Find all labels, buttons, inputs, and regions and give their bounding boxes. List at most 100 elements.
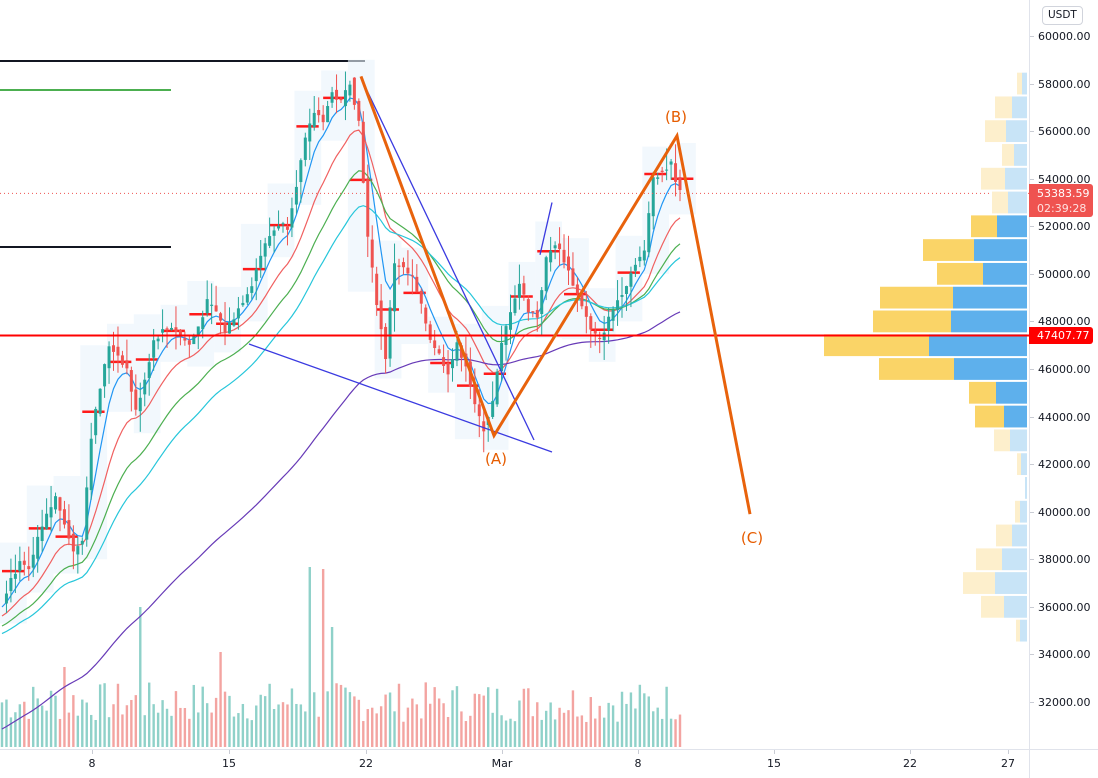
volume-bar bbox=[161, 700, 164, 747]
volume-bar bbox=[460, 711, 463, 747]
candle-body bbox=[18, 561, 22, 572]
volume-bar bbox=[130, 699, 133, 747]
volume-bar bbox=[420, 718, 423, 747]
volume-bar bbox=[0, 702, 4, 747]
volume-profile-up-bar bbox=[995, 572, 1027, 594]
spike-trendline bbox=[539, 202, 553, 255]
volume-bar bbox=[437, 698, 441, 747]
price-tick-mark bbox=[1030, 511, 1034, 513]
volume-bar bbox=[94, 719, 97, 747]
session-box bbox=[401, 247, 429, 345]
volume-bar bbox=[478, 694, 481, 747]
volume-bar bbox=[90, 714, 93, 747]
candle-body bbox=[58, 497, 62, 511]
time-tick-mark bbox=[502, 750, 503, 754]
session-box bbox=[80, 345, 108, 560]
price-tick-label: 32000.00 bbox=[1038, 695, 1091, 709]
volume-profile-down-bar bbox=[937, 262, 983, 285]
plot-area[interactable] bbox=[0, 0, 1029, 749]
volume-profile-down-bar bbox=[1016, 619, 1020, 642]
candle-body bbox=[513, 298, 517, 314]
candle-body bbox=[384, 326, 388, 360]
time-tick-mark bbox=[1008, 750, 1009, 754]
candle-body bbox=[120, 355, 124, 365]
volume-bar bbox=[678, 714, 682, 747]
price-tick-mark bbox=[1030, 321, 1034, 323]
volume-bar bbox=[660, 718, 664, 747]
candle-body bbox=[638, 256, 642, 262]
volume-profile-down-bar bbox=[824, 334, 929, 357]
volume-bar bbox=[18, 704, 22, 747]
volume-profile-up-bar bbox=[996, 381, 1027, 404]
price-tick-mark bbox=[1030, 701, 1034, 703]
price-tick-mark bbox=[1030, 178, 1034, 180]
price-tick-label: 36000.00 bbox=[1038, 600, 1091, 614]
candle-body bbox=[27, 566, 31, 570]
volume-profile-down-bar bbox=[880, 286, 953, 309]
volume-bar bbox=[121, 714, 124, 747]
volume-bar bbox=[14, 712, 17, 747]
candle-body bbox=[571, 268, 575, 286]
candle-body bbox=[245, 294, 249, 303]
volume-bar bbox=[366, 709, 369, 747]
volume-bar bbox=[232, 716, 236, 747]
session-box bbox=[187, 280, 215, 367]
candle-body bbox=[250, 286, 254, 293]
volume-bar bbox=[379, 706, 383, 747]
volume-bar bbox=[362, 721, 365, 747]
candle-body bbox=[4, 593, 8, 604]
volume-bar bbox=[27, 718, 30, 747]
time-axis[interactable]: 8 15 22 Mar 8 15 22 27 bbox=[0, 749, 1029, 778]
volume-profile-up-bar bbox=[951, 310, 1027, 333]
price-tick-label: 54000.00 bbox=[1038, 172, 1091, 186]
volume-bar bbox=[446, 716, 450, 747]
volume-bar bbox=[72, 695, 75, 747]
price-tick-mark bbox=[1030, 416, 1034, 418]
volume-bar bbox=[268, 683, 271, 747]
time-tick-label: 22 bbox=[903, 757, 917, 770]
last-price-tag: 53383.59 02:39:28 bbox=[1029, 184, 1093, 217]
candle-body bbox=[89, 438, 93, 491]
volume-bar bbox=[210, 712, 213, 747]
volume-bar bbox=[237, 713, 240, 747]
candle-body bbox=[629, 272, 633, 287]
candle-body bbox=[517, 283, 521, 298]
session-box bbox=[642, 146, 670, 274]
price-chart-canvas[interactable] bbox=[0, 0, 1029, 749]
candle-body bbox=[165, 328, 169, 330]
volume-bar bbox=[576, 716, 579, 747]
currency-button[interactable]: USDT bbox=[1042, 6, 1083, 25]
candle-body bbox=[178, 330, 182, 336]
candle-body bbox=[254, 269, 258, 282]
session-box bbox=[535, 221, 563, 339]
wave-label-a: (A) bbox=[485, 450, 507, 468]
volume-profile-down-bar bbox=[879, 358, 954, 380]
candle-body bbox=[272, 230, 276, 236]
ema-3-line bbox=[1, 170, 681, 627]
candle-body bbox=[589, 316, 593, 330]
volume-profile-down-bar bbox=[985, 120, 1006, 143]
candle-body bbox=[259, 255, 263, 268]
volume-bar bbox=[424, 682, 427, 747]
session-box bbox=[267, 183, 295, 258]
ema-2-line bbox=[1, 129, 681, 617]
price-axis[interactable]: 60000.00 58000.00 56000.00 54000.00 52000.00… bbox=[1029, 0, 1098, 749]
price-tick-mark bbox=[1030, 226, 1034, 228]
candle-body bbox=[553, 245, 557, 249]
candle-body bbox=[379, 300, 383, 330]
volume-profile-down-bar bbox=[963, 572, 995, 594]
price-tick-mark bbox=[1030, 368, 1034, 370]
candle-body bbox=[98, 388, 102, 414]
time-tick-label: 15 bbox=[767, 757, 781, 770]
candle-body bbox=[526, 299, 530, 313]
volume-profile-up-bar bbox=[929, 334, 1027, 357]
volume-bar bbox=[49, 690, 53, 747]
volume-bar bbox=[54, 695, 57, 747]
candle-body bbox=[446, 362, 450, 375]
price-tick-label: 42000.00 bbox=[1038, 458, 1091, 472]
volume-bar bbox=[553, 719, 557, 747]
candle-body bbox=[566, 256, 570, 271]
candle-body bbox=[214, 305, 218, 312]
volume-bar bbox=[571, 690, 575, 747]
